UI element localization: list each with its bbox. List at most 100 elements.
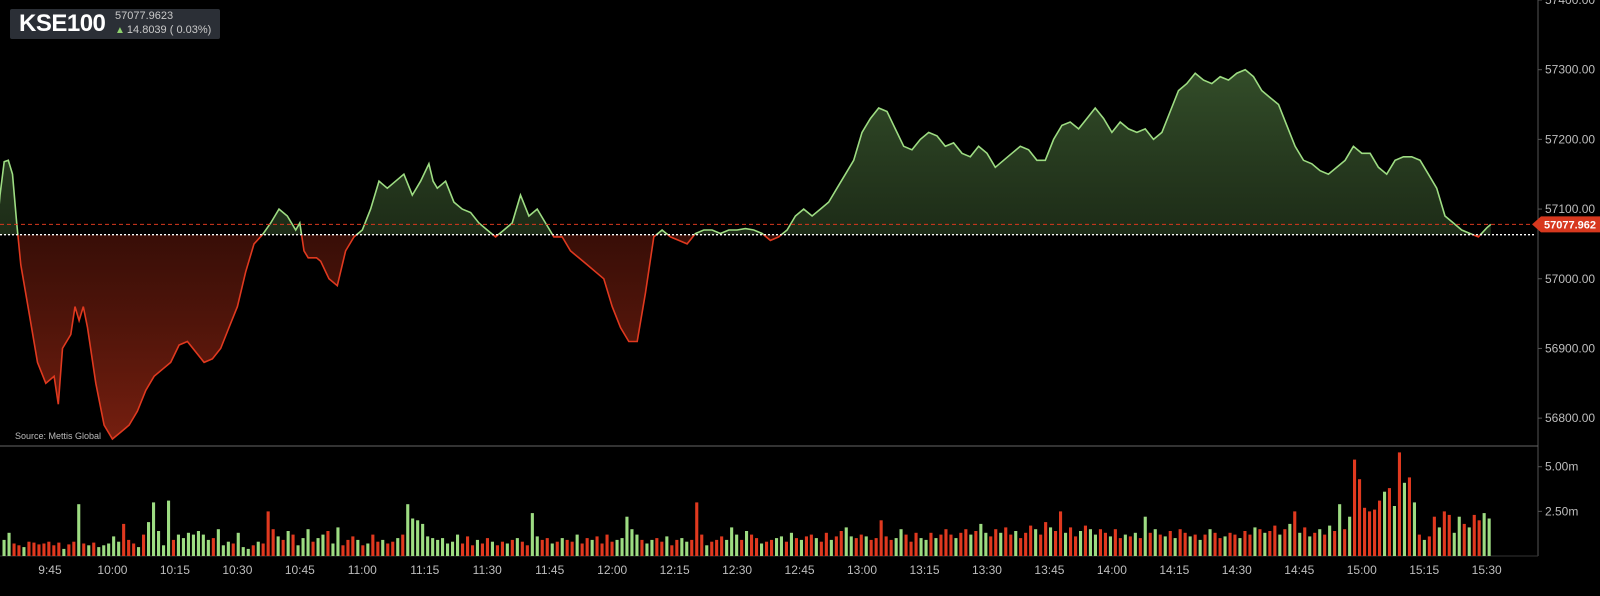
- y-tick-label: 56900.00: [1545, 341, 1595, 355]
- x-tick-label: 11:30: [473, 563, 502, 577]
- volume-bar: [685, 541, 689, 556]
- volume-bar: [426, 536, 430, 556]
- volume-bar: [690, 539, 694, 556]
- volume-bar: [461, 543, 465, 556]
- volume-bar: [32, 542, 36, 556]
- volume-bar: [1074, 536, 1078, 556]
- volume-bar: [610, 541, 614, 556]
- volume-bar: [1368, 511, 1372, 556]
- volume-bar: [605, 534, 609, 556]
- volume-bar: [939, 534, 943, 556]
- volume-bar: [17, 545, 21, 556]
- volume-bar: [1338, 504, 1342, 556]
- y-tick-label: 56800.00: [1545, 411, 1595, 425]
- volume-bar: [92, 542, 96, 556]
- x-tick-labels: 9:45 10:00 10:15 10:30 10:45 11:00 11:15 11:30 1…: [38, 563, 1502, 577]
- volume-bar: [645, 543, 649, 556]
- volume-bar: [1183, 532, 1187, 556]
- volume-bar: [1128, 536, 1132, 556]
- volume-bar: [934, 538, 938, 556]
- symbol-badge: KSE100 57077.9623 ▲ 14.8039 ( 0.03%): [10, 9, 220, 39]
- x-tick-label: 13:45: [1034, 563, 1064, 577]
- volume-bar: [231, 543, 235, 556]
- volume-bar: [819, 541, 823, 556]
- volume-bar: [246, 548, 250, 556]
- volume-bar: [321, 534, 325, 556]
- volume-bar: [765, 541, 769, 556]
- volume-bar: [909, 541, 913, 556]
- volume-bar: [615, 539, 619, 556]
- volume-bar: [824, 532, 828, 556]
- volume-bar: [236, 532, 240, 556]
- volume-bar: [809, 534, 813, 556]
- x-tick-label: 14:00: [1097, 563, 1127, 577]
- volume-bar: [1402, 482, 1406, 556]
- volume-bar: [1442, 511, 1446, 556]
- volume-bar: [1143, 516, 1147, 556]
- x-tick-label: 14:45: [1284, 563, 1314, 577]
- volume-bar: [1213, 532, 1217, 556]
- volume-bar: [655, 538, 659, 556]
- volume-bar: [142, 534, 146, 556]
- volume-bar: [1158, 534, 1162, 556]
- volume-bar: [301, 538, 305, 556]
- volume-bar: [670, 545, 674, 556]
- volume-bar: [575, 534, 579, 556]
- volume-bar: [386, 543, 390, 556]
- volume-bar: [1019, 538, 1023, 556]
- volume-bar: [2, 539, 6, 556]
- volume-bar: [1079, 531, 1083, 556]
- volume-bar: [57, 542, 61, 556]
- volume-bar: [72, 541, 76, 556]
- volume-bar: [570, 541, 574, 556]
- volume-bar: [1258, 529, 1262, 556]
- volume-bar: [705, 545, 709, 556]
- volume-bar: [346, 539, 350, 556]
- volume-bar: [914, 532, 918, 556]
- x-tick-label: 10:30: [222, 563, 252, 577]
- volume-bar: [97, 547, 101, 556]
- volume-bar: [660, 541, 664, 556]
- volume-bar: [391, 541, 395, 556]
- volume-bar: [844, 527, 848, 556]
- x-tick-label: 11:00: [348, 563, 377, 577]
- volume-bar: [620, 538, 624, 556]
- volume-bar: [859, 534, 863, 556]
- volume-bar: [306, 529, 310, 556]
- volume-bar: [804, 536, 808, 556]
- volume-bar: [1263, 532, 1267, 556]
- volume-bar: [510, 539, 514, 556]
- volume-bar: [994, 529, 998, 556]
- volume-bar: [779, 536, 783, 556]
- source-label: Source: Mettis Global: [15, 431, 102, 441]
- volume-bar: [979, 523, 983, 556]
- volume-bar: [1407, 477, 1411, 556]
- volume-bar: [1153, 529, 1157, 556]
- y-tick-labels: 56800.00 56900.00 57000.00 57100.00 57200.00…: [1538, 0, 1595, 425]
- volume-bar: [1383, 491, 1387, 556]
- volume-bar: [206, 539, 210, 556]
- volume-bar: [755, 538, 759, 556]
- volume-bar: [1253, 527, 1257, 556]
- volume-bar: [1014, 531, 1018, 556]
- volume-bar: [884, 536, 888, 556]
- volume-bar: [1373, 509, 1377, 556]
- volume-bar: [475, 539, 479, 556]
- area-below-baseline: [17, 234, 1481, 439]
- volume-bar: [1417, 534, 1421, 556]
- volume-bar: [1328, 525, 1332, 556]
- volume-bar: [999, 532, 1003, 556]
- volume-bar: [784, 541, 788, 556]
- volume-bar: [745, 531, 749, 556]
- volume-bar: [376, 541, 380, 556]
- volume-bar: [869, 539, 873, 556]
- volume-bar: [296, 545, 300, 556]
- last-price-tag: 57077.962: [1532, 216, 1600, 233]
- volume-bar: [1029, 525, 1033, 556]
- volume-bar: [959, 532, 963, 556]
- volume-bar: [1298, 532, 1302, 556]
- volume-bar: [1387, 488, 1391, 556]
- volume-bar: [1218, 538, 1222, 556]
- volume-bar: [1173, 538, 1177, 556]
- volume-bar: [241, 547, 245, 556]
